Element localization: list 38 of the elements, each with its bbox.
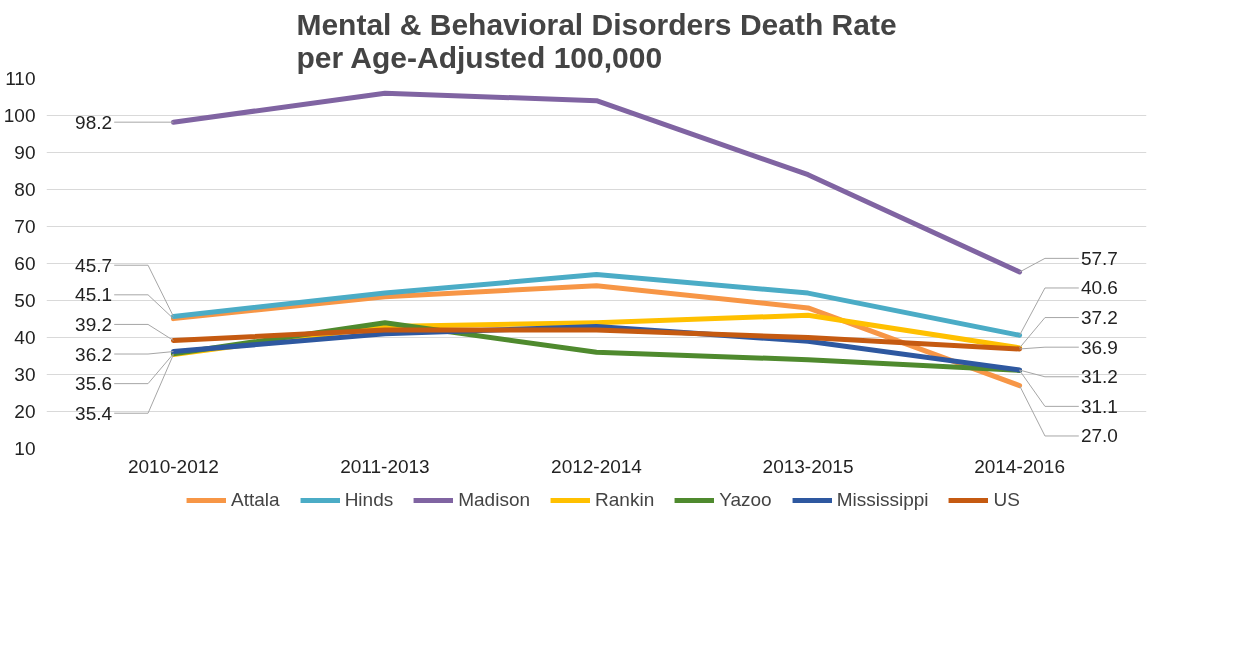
chart-title: Mental & Behavioral Disorders Death Rate per Age-Adjusted 100,000 <box>296 7 897 74</box>
legend-label: Yazoo <box>719 489 772 511</box>
legend-label: Hinds <box>344 489 394 511</box>
y-tick-label: 30 <box>14 364 36 385</box>
y-tick-label: 50 <box>14 290 36 311</box>
data-label: 31.2 <box>1080 366 1118 388</box>
legend-label: Rankin <box>595 489 655 511</box>
data-label: 35.6 <box>75 373 113 395</box>
y-tick-label: 10 <box>14 438 36 459</box>
legend-label: Madison <box>458 489 531 511</box>
x-tick-label: 2010-2012 <box>127 455 219 477</box>
data-label: 45.7 <box>75 254 113 276</box>
data-label: 31.1 <box>1080 395 1118 417</box>
data-label: 27.0 <box>1080 425 1118 447</box>
data-label: 36.9 <box>1080 336 1118 358</box>
data-label: 37.2 <box>1080 307 1118 329</box>
y-tick-label: 70 <box>14 216 36 237</box>
legend-label: US <box>993 489 1020 511</box>
data-label: 98.2 <box>75 111 113 133</box>
x-tick-label: 2011-2013 <box>340 455 430 477</box>
y-tick-label: 80 <box>14 179 36 200</box>
y-tick-label: 40 <box>14 327 36 348</box>
data-label: 40.6 <box>1080 277 1118 299</box>
data-label: 35.4 <box>75 402 113 424</box>
y-tick-label: 90 <box>14 142 36 163</box>
y-tick-label: 100 <box>3 105 36 126</box>
data-label: 57.7 <box>1080 247 1118 269</box>
legend-label: Mississippi <box>836 489 929 511</box>
data-label: 45.1 <box>75 284 113 306</box>
x-tick-label: 2014-2016 <box>974 455 1066 477</box>
y-tick-label: 110 <box>5 68 36 89</box>
y-tick-label: 20 <box>14 401 36 422</box>
data-label: 39.2 <box>75 313 113 335</box>
y-tick-label: 60 <box>14 253 36 274</box>
x-tick-label: 2013-2015 <box>762 455 854 477</box>
x-tick-label: 2012-2014 <box>551 455 643 477</box>
data-label: 36.2 <box>75 343 113 365</box>
legend-label: Attala <box>231 489 280 511</box>
